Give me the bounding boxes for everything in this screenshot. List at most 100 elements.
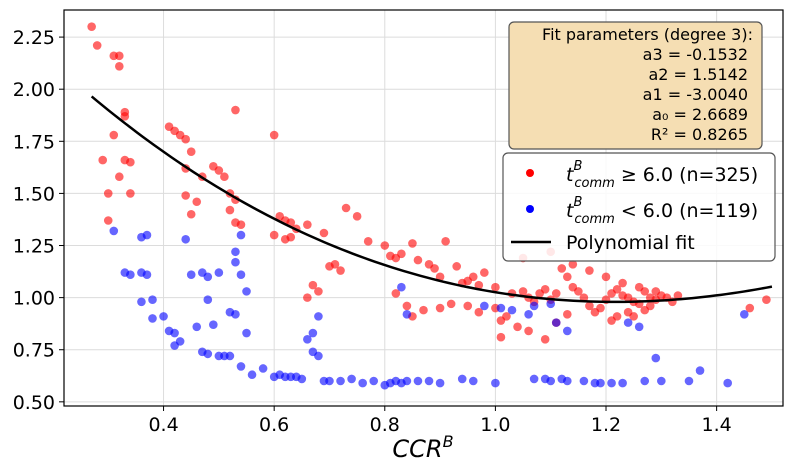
scatter-points — [87, 22, 771, 390]
data-point-blue — [236, 230, 246, 240]
data-point-blue — [242, 287, 251, 296]
data-point-red — [109, 130, 119, 140]
data-point-blue — [148, 314, 157, 323]
data-point-blue — [424, 376, 434, 386]
data-point-red — [220, 172, 229, 182]
data-point-red — [336, 266, 345, 275]
data-point-blue — [413, 376, 423, 386]
x-axis-label: CCRB — [392, 432, 453, 463]
data-point-blue — [142, 230, 152, 240]
data-point-red — [98, 155, 108, 165]
x-tick-label: 0.8 — [370, 414, 400, 436]
data-point-blue — [529, 374, 539, 384]
data-point-blue — [563, 376, 572, 386]
data-point-blue — [242, 328, 251, 338]
data-point-blue — [297, 374, 307, 384]
data-point-red — [585, 266, 594, 275]
data-point-red — [612, 312, 622, 321]
data-point-red — [568, 259, 578, 269]
data-point-red — [474, 280, 484, 290]
data-point-red — [115, 172, 124, 182]
data-point-blue — [109, 226, 119, 236]
y-tick-label: 1.25 — [13, 236, 55, 258]
fit-parameters-title: Fit parameters (degree 3): — [542, 25, 753, 44]
data-point-red — [402, 301, 412, 311]
data-point-blue — [507, 305, 517, 315]
legend-label-fit: Polynomial fit — [566, 232, 695, 254]
data-point-red — [540, 284, 550, 294]
data-point-red — [314, 287, 323, 296]
data-point-blue — [186, 270, 196, 279]
legend-marker-red — [526, 169, 534, 177]
data-point-blue — [739, 309, 749, 319]
data-point-red — [651, 287, 661, 296]
data-point-red — [325, 262, 334, 271]
data-point-blue — [596, 378, 605, 388]
axis-ticks: 0.4 0.6 0.8 1.0 1.2 1.4 0.50 0.75 1.00 1.25 1.50 1.… — [13, 27, 732, 436]
data-point-blue — [607, 378, 616, 388]
data-point-red — [186, 209, 196, 219]
y-tick-label: 1.00 — [13, 288, 55, 310]
data-point-red — [413, 255, 423, 265]
fit-parameter-a2: a2 = 1.5142 — [648, 65, 748, 84]
data-point-red — [563, 272, 572, 282]
data-point-red — [92, 41, 102, 50]
data-point-blue — [236, 270, 246, 279]
data-point-blue — [723, 378, 732, 388]
y-tick-label: 2.25 — [13, 27, 55, 49]
data-point-red — [87, 22, 96, 31]
data-point-blue — [231, 247, 240, 257]
data-point-red — [596, 303, 605, 313]
data-point-red — [540, 335, 550, 344]
data-point-red — [513, 322, 522, 332]
legend-label-blue: tB comm < 6.0 (n=119) — [566, 195, 758, 227]
data-point-red — [214, 166, 224, 175]
data-point-red — [496, 332, 506, 342]
data-point-blue — [634, 322, 644, 332]
data-point-red — [574, 287, 583, 296]
data-point-red — [446, 299, 456, 309]
polynomial-fit-curve — [90, 95, 773, 304]
data-point-blue — [551, 318, 561, 327]
legend-box — [502, 152, 776, 262]
fit-parameters-box: Fit parameters (degree 3): a3 = -0.1532 … — [508, 21, 763, 150]
data-point-blue — [336, 376, 345, 386]
data-point-red — [585, 301, 594, 311]
data-point-red — [303, 220, 312, 229]
data-point-blue — [325, 376, 334, 386]
data-point-red — [397, 249, 406, 259]
data-point-blue — [468, 376, 478, 386]
fit-parameters-box-background — [508, 21, 763, 150]
data-point-red — [551, 289, 561, 298]
data-point-red — [435, 303, 445, 313]
data-point-blue — [402, 309, 412, 319]
data-point-red — [419, 305, 428, 315]
data-point-red — [441, 237, 450, 246]
data-point-blue — [618, 378, 627, 388]
data-point-blue — [435, 378, 445, 388]
data-point-blue — [225, 351, 235, 361]
data-point-blue — [563, 326, 572, 336]
data-point-red — [634, 282, 644, 292]
data-point-blue — [651, 353, 661, 363]
data-point-blue — [159, 312, 168, 321]
data-point-red — [103, 189, 113, 198]
data-point-blue — [529, 301, 539, 311]
data-point-red — [524, 326, 533, 336]
y-tick-label: 2.00 — [13, 79, 55, 101]
data-point-red — [391, 289, 401, 298]
data-point-red — [126, 157, 135, 167]
data-point-blue — [695, 366, 705, 375]
data-point-red — [601, 272, 611, 282]
data-point-blue — [491, 378, 500, 388]
data-point-red — [673, 291, 683, 300]
data-point-blue — [126, 270, 135, 279]
data-point-red — [286, 232, 296, 242]
data-point-red — [618, 278, 627, 288]
data-point-red — [341, 203, 351, 213]
fit-parameter-a3: a3 = -0.1532 — [643, 45, 748, 64]
data-point-blue — [303, 335, 312, 344]
data-point-red — [352, 212, 362, 221]
data-point-red — [120, 111, 130, 121]
data-point-blue — [148, 295, 157, 305]
